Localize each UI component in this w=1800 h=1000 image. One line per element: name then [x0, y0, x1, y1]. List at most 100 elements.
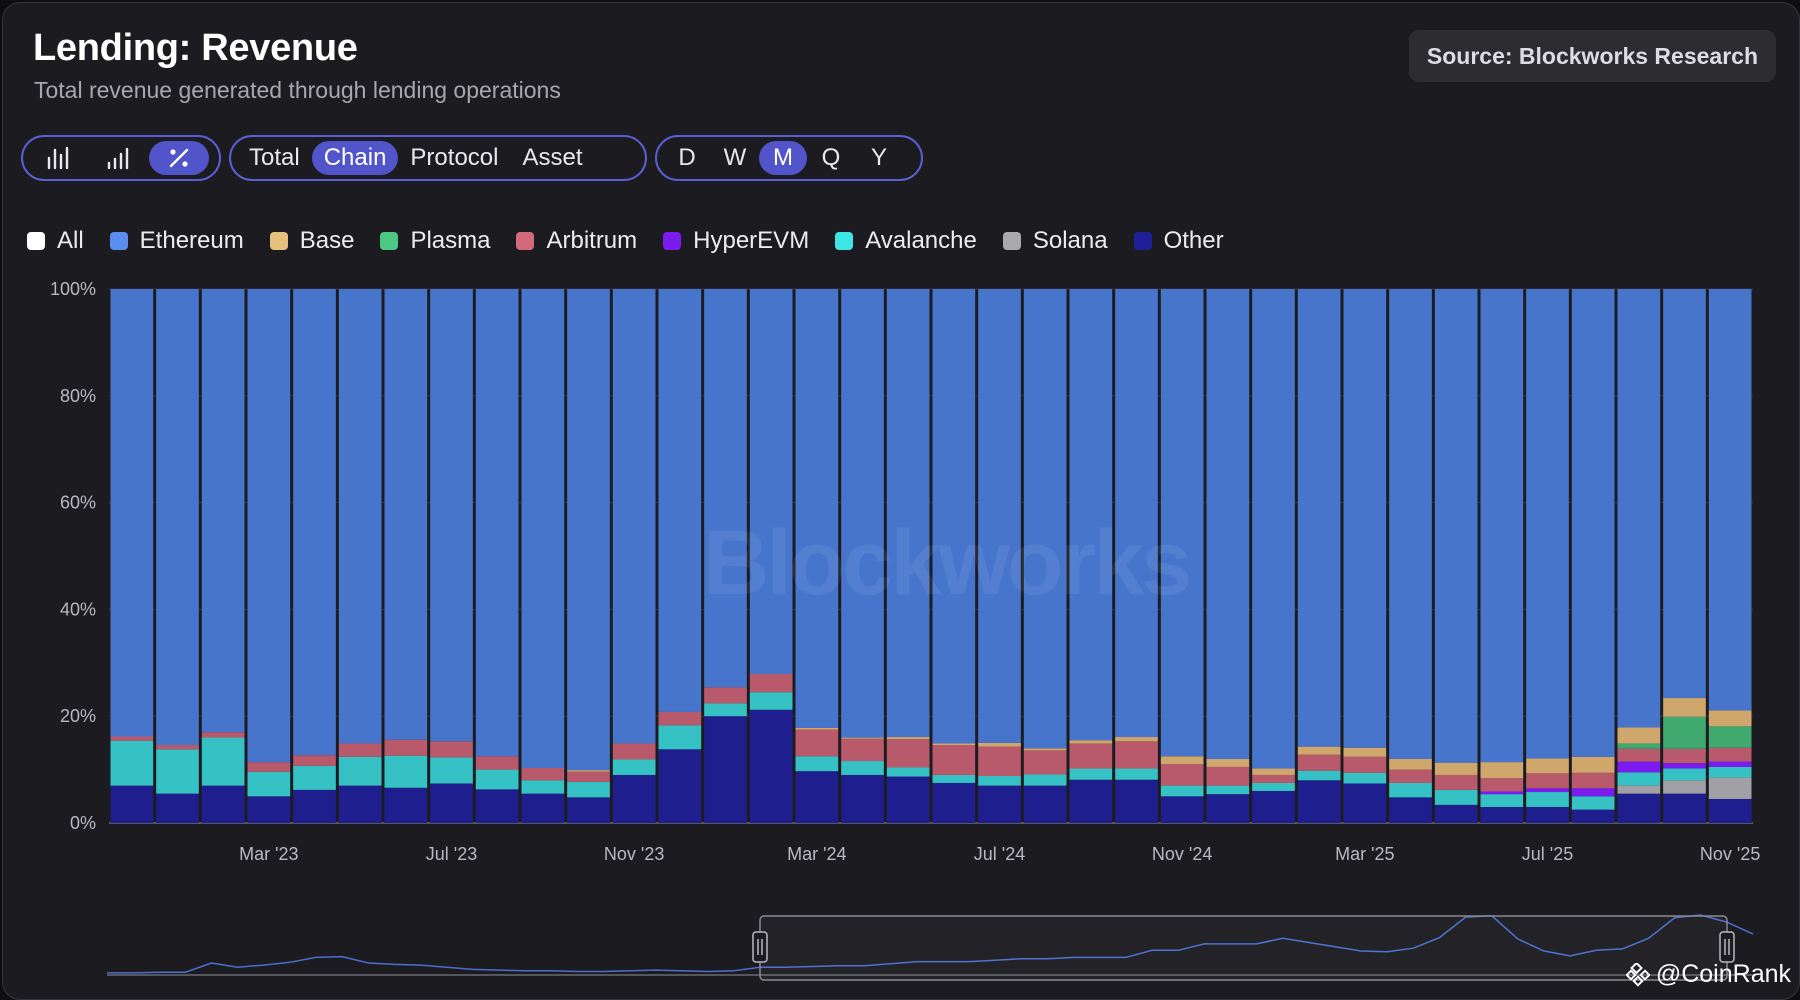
- bar-segment-other[interactable]: [247, 796, 291, 823]
- bar-segment-ethereum[interactable]: [1297, 289, 1341, 747]
- bar-segment-other[interactable]: [201, 785, 245, 823]
- bar-segment-avalanche[interactable]: [156, 749, 199, 794]
- bar-segment-ethereum[interactable]: [1663, 289, 1706, 699]
- bar-segment-arbitrum[interactable]: [1069, 743, 1113, 769]
- bar-segment-base[interactable]: [1069, 740, 1113, 744]
- bar-segment-avalanche[interactable]: [1252, 782, 1295, 791]
- bar-segment-arbitrum[interactable]: [475, 756, 519, 770]
- legend-item-ethereum[interactable]: Ethereum: [109, 227, 244, 255]
- bar-segment-base[interactable]: [1297, 746, 1341, 755]
- bar-segment-other[interactable]: [1617, 793, 1661, 823]
- bar-segment-avalanche[interactable]: [1297, 770, 1341, 781]
- bar-segment-base[interactable]: [932, 743, 976, 746]
- bar-segment-plasma[interactable]: [1708, 726, 1752, 748]
- bar-segment-avalanche[interactable]: [1206, 785, 1250, 795]
- bar-segment-other[interactable]: [293, 789, 336, 823]
- bar-segment-ethereum[interactable]: [201, 289, 245, 733]
- bar-segment-other[interactable]: [110, 785, 154, 823]
- bar-segment-other[interactable]: [1160, 796, 1204, 823]
- bar-segment-ethereum[interactable]: [293, 289, 336, 756]
- bar-segment-other[interactable]: [658, 749, 702, 823]
- bar-segment-arbitrum[interactable]: [430, 741, 473, 758]
- bar-segment-ethereum[interactable]: [1526, 289, 1569, 759]
- bar-segment-other[interactable]: [704, 716, 747, 823]
- bar-segment-arbitrum[interactable]: [521, 768, 565, 781]
- bar-segment-other[interactable]: [1115, 779, 1158, 823]
- bar-segment-other[interactable]: [1708, 798, 1752, 823]
- bar-segment-arbitrum[interactable]: [384, 739, 428, 756]
- bar-segment-other[interactable]: [1526, 806, 1569, 823]
- bar-segment-ethereum[interactable]: [384, 289, 428, 740]
- bar-segment-base[interactable]: [1571, 756, 1615, 773]
- bar-segment-ethereum[interactable]: [338, 289, 382, 744]
- bar-segment-arbitrum[interactable]: [293, 755, 336, 766]
- bar-segment-base[interactable]: [1434, 762, 1478, 775]
- bar-segment-arbitrum[interactable]: [201, 732, 245, 738]
- bar-segment-solana[interactable]: [1617, 785, 1661, 794]
- bar-segment-avalanche[interactable]: [1160, 785, 1204, 797]
- bar-segment-arbitrum[interactable]: [1708, 747, 1752, 762]
- bar-segment-ethereum[interactable]: [841, 289, 884, 738]
- period-month[interactable]: M: [759, 141, 807, 175]
- bar-segment-avalanche[interactable]: [978, 776, 1021, 786]
- bar-segment-avalanche[interactable]: [704, 703, 747, 717]
- bar-segment-arbitrum[interactable]: [1571, 772, 1615, 789]
- bar-segment-other[interactable]: [475, 789, 519, 823]
- bar-segment-arbitrum[interactable]: [156, 745, 199, 750]
- bar-segment-base[interactable]: [886, 737, 930, 740]
- bar-segment-ethereum[interactable]: [1343, 289, 1387, 748]
- bar-segment-ethereum[interactable]: [1206, 289, 1250, 759]
- bar-segment-ethereum[interactable]: [1617, 289, 1661, 728]
- bar-segment-arbitrum[interactable]: [658, 711, 702, 726]
- navigator-left-handle[interactable]: [752, 931, 768, 963]
- bar-segment-arbitrum[interactable]: [1526, 773, 1569, 789]
- bar-segment-avalanche[interactable]: [1708, 766, 1752, 778]
- bar-segment-hyperevm[interactable]: [1663, 763, 1706, 769]
- bar-segment-ethereum[interactable]: [1160, 289, 1204, 757]
- bar-segment-ethereum[interactable]: [1115, 289, 1158, 738]
- bar-segment-other[interactable]: [156, 793, 199, 823]
- breakdown-total[interactable]: Total: [249, 144, 300, 171]
- percent-icon[interactable]: [149, 141, 209, 175]
- legend-item-all[interactable]: All: [27, 227, 84, 255]
- range-navigator[interactable]: [3, 907, 1799, 987]
- bar-segment-solana[interactable]: [1708, 777, 1752, 799]
- bar-segment-ethereum[interactable]: [475, 289, 519, 757]
- bar-segment-avalanche[interactable]: [658, 725, 702, 750]
- bar-segment-ethereum[interactable]: [567, 289, 610, 771]
- bar-segment-other[interactable]: [1434, 804, 1478, 823]
- bar-segment-avalanche[interactable]: [293, 765, 336, 790]
- bar-segment-avalanche[interactable]: [1480, 794, 1524, 807]
- navigator-right-handle[interactable]: [1719, 931, 1735, 963]
- bar-segment-other[interactable]: [1389, 797, 1432, 823]
- bar-segment-arbitrum[interactable]: [1297, 754, 1341, 771]
- navigator-selection[interactable]: [759, 915, 1728, 981]
- bar-segment-base[interactable]: [1115, 737, 1158, 742]
- bar-segment-base[interactable]: [567, 770, 610, 772]
- bar-segment-base[interactable]: [1480, 762, 1524, 779]
- bar-segment-arbitrum[interactable]: [704, 687, 747, 704]
- bar-segment-arbitrum[interactable]: [1160, 764, 1204, 786]
- bar-segment-other[interactable]: [1663, 793, 1706, 823]
- bar-segment-arbitrum[interactable]: [932, 745, 976, 775]
- bar-segment-ethereum[interactable]: [795, 289, 839, 728]
- bar-segment-ethereum[interactable]: [704, 289, 747, 688]
- bar-segment-ethereum[interactable]: [521, 289, 565, 768]
- bar-segment-avalanche[interactable]: [1023, 774, 1067, 786]
- bar-segment-other[interactable]: [1297, 780, 1341, 823]
- bar-segment-base[interactable]: [1343, 747, 1387, 757]
- bar-segment-other[interactable]: [430, 783, 473, 823]
- bar-segment-base[interactable]: [1389, 758, 1432, 770]
- bar-segment-base[interactable]: [1526, 758, 1569, 774]
- bar-segment-ethereum[interactable]: [978, 289, 1021, 743]
- bar-segment-ethereum[interactable]: [886, 289, 930, 738]
- bar-segment-other[interactable]: [795, 771, 839, 823]
- bar-segment-other[interactable]: [932, 782, 976, 823]
- bar-segment-hyperevm[interactable]: [1617, 761, 1661, 773]
- bar-segment-arbitrum[interactable]: [749, 674, 793, 693]
- bar-segment-ethereum[interactable]: [1480, 289, 1524, 763]
- bar-chart-icon[interactable]: [29, 141, 89, 175]
- bar-segment-ethereum[interactable]: [658, 289, 702, 712]
- bar-segment-ethereum[interactable]: [156, 289, 199, 746]
- bar-segment-arbitrum[interactable]: [338, 743, 382, 757]
